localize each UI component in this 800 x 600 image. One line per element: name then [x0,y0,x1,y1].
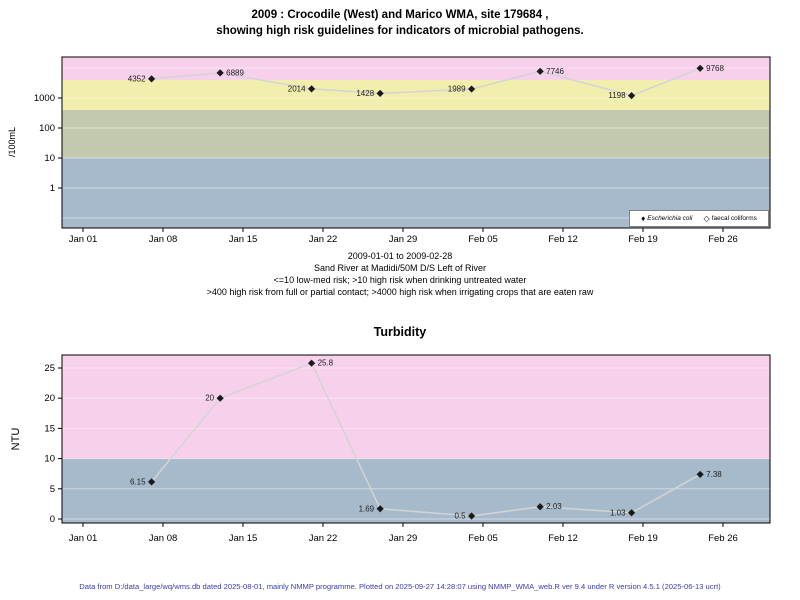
data-point-label: 6.15 [130,477,146,486]
x-axis-tick-label: Jan 01 [69,533,98,544]
legend: ♦ Escherichia coli ◇ faecal coliforms [629,210,769,227]
risk-band-band_yellow [62,79,770,110]
x-axis-tick-label: Feb 19 [628,234,658,245]
y-axis-tick-label: 15 [44,423,55,434]
data-point-label: 2014 [288,84,306,93]
x-axis-tick-label: Jan 01 [69,234,98,245]
data-point-marker [376,89,384,97]
data-point-label: 2.03 [546,502,562,511]
legend-item-ecoli: ♦ Escherichia coli [641,213,693,223]
title-line-2: showing high risk guidelines for indicat… [216,25,584,37]
legend-item-faecal-coliforms: ◇ faecal coliforms [703,213,757,223]
data-point-label: 25.8 [318,359,334,368]
data-point-label: 6889 [226,68,244,77]
x-axis-tick-label: Feb 26 [708,234,738,245]
x-axis-tick-label: Jan 08 [149,533,178,544]
data-point-label: 1428 [356,89,374,98]
data-point-marker [307,359,316,367]
data-point-marker [627,509,636,517]
y-axis-tick-label: 0 [50,514,55,525]
data-point-label: 1.03 [610,508,626,517]
risk-band-band_blue [62,458,770,523]
data-point-marker [216,394,224,402]
caption-site-name: Sand River at Madidi/50M D/S Left of Riv… [313,263,487,273]
turbidity-chart-title: Turbidity [373,325,427,339]
x-axis-tick-label: Jan 29 [389,533,418,544]
y-axis-tick-label: 5 [50,484,55,495]
y-axis-tick-label: 1 [50,183,55,194]
data-point-label: 1.69 [359,504,375,513]
y-axis-title: NTU [10,428,22,451]
x-axis-tick-label: Jan 22 [309,234,338,245]
data-point-label: 9768 [706,64,724,73]
data-point-label: 20 [205,394,214,403]
x-axis-tick-label: Feb 05 [468,533,498,544]
data-point-label: 0.5 [454,511,466,520]
risk-band-band_pink [62,355,770,459]
data-point-label: 4352 [128,74,146,83]
x-axis-tick-label: Feb 19 [628,533,658,544]
x-axis-tick-label: Feb 12 [548,533,578,544]
plot-border [61,354,771,524]
caption-guideline-1: <=10 low-med risk; >10 high risk when dr… [273,275,527,285]
legend-label: Escherichia coli [647,215,693,222]
x-axis-tick-label: Jan 22 [309,533,338,544]
data-point-marker [467,85,476,93]
data-point-marker [467,512,476,520]
chart-caption: 2009-01-01 to 2009-02-28 Sand River at M… [0,250,800,298]
risk-band-band_pink [62,57,770,80]
x-axis-tick-label: Feb 26 [708,533,738,544]
title-line-1: 2009 : Crocodile (West) and Marico WMA, … [251,9,549,21]
footer-note: Data from D:/data_large/wq/wms.db dated … [79,582,721,591]
data-point-marker [147,478,156,486]
microbial-chart-title: 2009 : Crocodile (West) and Marico WMA, … [0,7,800,39]
y-axis-tick-label: 10 [44,153,55,164]
x-axis-tick-label: Feb 12 [548,234,578,245]
legend-label: faecal coliforms [711,215,757,222]
data-point-marker [216,69,224,77]
y-axis-tick-label: 20 [44,393,55,404]
y-axis-title: /100mL [7,127,17,157]
data-point-marker [696,64,704,72]
x-axis-tick-label: Jan 29 [389,234,418,245]
x-axis-tick-label: Jan 08 [149,234,178,245]
x-axis-tick-label: Jan 15 [229,533,258,544]
data-point-marker [696,470,704,479]
data-point-marker [307,85,316,93]
data-point-label: 1198 [608,91,626,100]
data-point-marker [147,75,156,83]
data-point-marker [536,503,544,511]
data-point-label: 7.38 [706,470,722,479]
open-diamond-icon: ◇ [703,213,710,223]
caption-guideline-2: >400 high risk from full or partial cont… [206,287,594,297]
data-point-label: 1989 [448,85,466,94]
caption-date-range: 2009-01-01 to 2009-02-28 [347,251,453,261]
data-point-marker [627,92,636,100]
data-point-label: 7746 [546,67,564,76]
series-line [151,67,701,97]
data-point-marker [536,67,544,75]
x-axis-tick-label: Feb 05 [468,234,498,245]
plot-border [61,56,771,229]
filled-diamond-icon: ♦ [641,213,646,223]
risk-band-band_green [62,109,770,158]
y-axis-tick-label: 25 [44,363,55,374]
x-axis-tick-label: Jan 15 [229,234,258,245]
data-point-marker [376,505,384,513]
series-line [150,362,701,517]
y-axis-tick-label: 100 [39,123,55,134]
y-axis-tick-label: 10 [44,454,55,465]
y-axis-tick-label: 1000 [34,93,55,104]
